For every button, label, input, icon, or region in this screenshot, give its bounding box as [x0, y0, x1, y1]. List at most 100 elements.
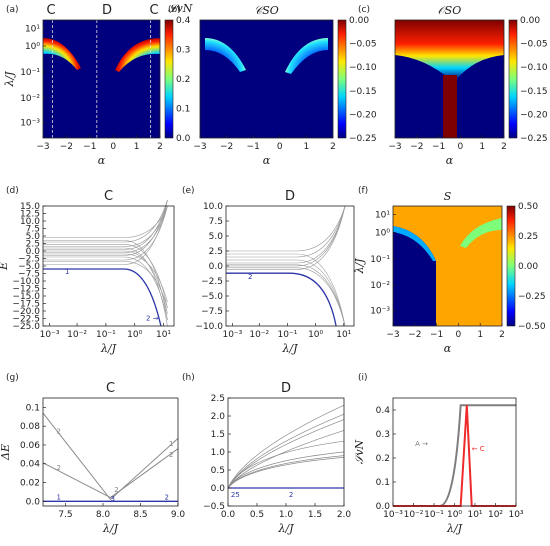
- panel-title-d: C: [104, 189, 113, 204]
- axes-frame-f: [392, 205, 503, 327]
- panel-title-e: D: [285, 189, 295, 204]
- x-tick-label-h: 1.5: [308, 510, 322, 520]
- x-tick-label-i: 10³: [508, 510, 523, 520]
- energy-level-d: [43, 240, 168, 321]
- x-axis-label-g: λ/J: [102, 522, 119, 535]
- annotation-d: 1: [65, 268, 69, 276]
- y-tick-label-a: 10⁻³: [20, 119, 40, 129]
- panel-tag-f: (f): [358, 186, 368, 196]
- axes-frame-b: [199, 19, 334, 139]
- y-tick-label-d: 10.0: [20, 217, 40, 227]
- order-column: [443, 75, 457, 138]
- phase-label-a: C: [46, 3, 55, 18]
- y-tick-label-i: 0.4: [376, 406, 391, 416]
- y-axis-label-i: 𝒮vN: [353, 439, 366, 464]
- panel-tag-g: (g): [6, 373, 19, 383]
- axes-frame-h: [227, 397, 345, 507]
- energy-level-d: [43, 199, 168, 250]
- y-tick-label-g: 0.02: [20, 479, 40, 489]
- x-tick-label-b: 2: [330, 142, 336, 152]
- x-tick-label-e: 10⁻²: [249, 330, 269, 340]
- energy-level-d: [43, 244, 168, 309]
- y-tick-label-h: 1.0: [211, 448, 226, 458]
- x-axis-label-e: λ/J: [281, 342, 298, 355]
- panel-title-g: C: [106, 381, 115, 396]
- energy-level-d: [43, 250, 168, 315]
- x-axis-label-f: α: [444, 342, 452, 355]
- heatmap-background-a: [43, 20, 160, 138]
- colorbar-tick-b: −0.20: [349, 110, 377, 120]
- annotation-g: 2: [57, 428, 61, 436]
- energy-level-e: [226, 253, 346, 327]
- ground-state-line-d: [43, 268, 162, 327]
- y-tick-label-i: 0.2: [376, 454, 390, 464]
- colorbar-title-a: 𝒮vN: [168, 2, 193, 15]
- x-axis-label-d: λ/J: [100, 342, 117, 355]
- panel-tag-d: (d): [6, 186, 19, 196]
- panel-tag-c: (c): [358, 5, 370, 15]
- y-tick-label-d: −7.5: [18, 270, 40, 280]
- y-tick-label-a: 10⁻¹: [20, 68, 40, 78]
- colorbar-tick-f: 0.50: [518, 202, 538, 212]
- energy-level-e: [226, 205, 346, 270]
- gap-series-h: [227, 457, 345, 489]
- y-tick-label-d: −20.0: [12, 307, 40, 317]
- panel-title-b: 𝒞SO: [254, 4, 279, 17]
- x-tick-label-c: −2: [410, 142, 423, 152]
- y-tick-label-h: 1.5: [211, 430, 225, 440]
- colorbar-tick-c: −0.25: [520, 134, 548, 144]
- x-tick-label-a: −1: [83, 142, 96, 152]
- x-tick-label-b: −2: [220, 142, 233, 152]
- y-tick-label-f: 10⁻³: [370, 306, 390, 316]
- y-tick-label-i: 0.1: [376, 478, 390, 488]
- x-axis-label-h: λ/J: [277, 522, 294, 535]
- annotation-g: 1: [57, 493, 61, 501]
- y-tick-label-i: 0.3: [376, 430, 390, 440]
- annotation-g: 2: [169, 451, 173, 459]
- x-tick-label-a: 0: [110, 142, 116, 152]
- energy-level-d: [43, 199, 168, 265]
- annotation-g: 3: [111, 495, 115, 503]
- gap-series-g: [42, 448, 179, 499]
- y-tick-label-e: 5.0: [209, 232, 224, 242]
- colorbar-tick-b: −0.15: [349, 87, 377, 97]
- axes-frame-i: [392, 397, 517, 507]
- annotation-e: 2: [248, 273, 252, 281]
- x-tick-label-f: −3: [386, 330, 399, 340]
- colorbar-tick-b: −0.05: [349, 40, 377, 50]
- x-tick-label-f: 2: [499, 330, 505, 340]
- y-tick-label-d: 0.0: [26, 247, 41, 257]
- y-tick-label-g: 0.0: [26, 497, 41, 507]
- axes-frame-d: [42, 205, 175, 327]
- x-axis-label-i: λ/J: [446, 522, 463, 535]
- x-tick-label-a: 2: [157, 142, 163, 152]
- x-tick-label-i: 10¹: [467, 510, 482, 520]
- colorbar-tick-f: 0.00: [518, 262, 538, 272]
- phase-label-a: C: [149, 3, 158, 18]
- colorbar-tick-a: 0.4: [176, 16, 191, 26]
- y-tick-label-d: −15.0: [12, 292, 40, 302]
- y-axis-label-d: E: [0, 262, 10, 271]
- y-axis-label-g: ΔE: [0, 444, 12, 461]
- annotation-h: 25: [231, 491, 240, 499]
- correlation-lobe-left: [205, 38, 246, 72]
- y-tick-label-h: 0.5: [211, 466, 225, 476]
- energy-level-e: [226, 205, 346, 258]
- y-tick-label-d: −25.0: [12, 322, 40, 332]
- x-tick-label-g: 8.5: [133, 510, 147, 520]
- x-tick-label-a: 1: [134, 142, 140, 152]
- x-tick-label-c: 2: [501, 142, 507, 152]
- x-tick-label-e: 10⁻³: [222, 330, 242, 340]
- x-tick-label-h: 0.5: [250, 510, 264, 520]
- x-tick-label-i: 10⁻²: [404, 510, 424, 520]
- energy-level-d: [43, 199, 168, 243]
- y-tick-label-f: 10⁰: [375, 228, 390, 238]
- y-tick-label-d: −5.0: [18, 262, 40, 272]
- entropy-curve-C: [393, 405, 516, 507]
- x-tick-label-c: 0: [458, 142, 464, 152]
- x-axis-label-b: α: [263, 154, 271, 167]
- x-tick-label-b: −1: [247, 142, 260, 152]
- colorbar-tick-c: −0.10: [520, 63, 548, 73]
- annotation-d: 2 →: [146, 315, 159, 323]
